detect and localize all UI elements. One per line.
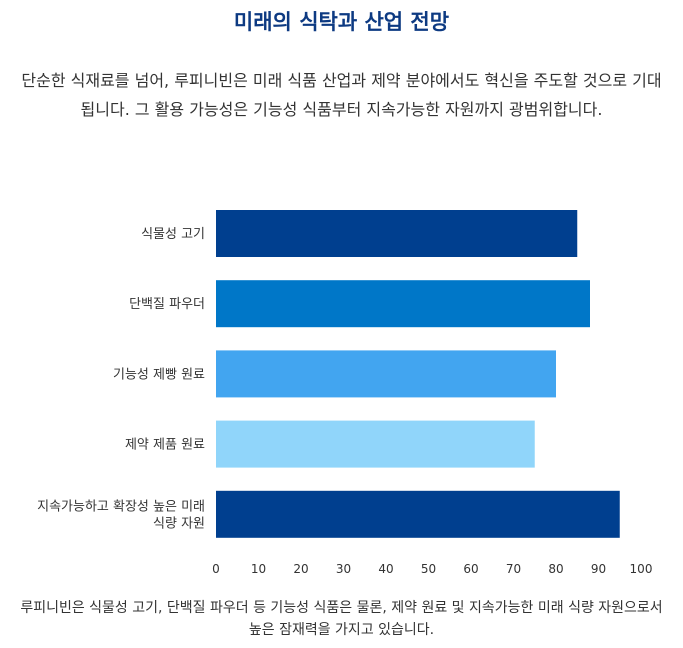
page-title: 미래의 식탁과 산업 전망 — [233, 10, 450, 34]
x-tick-label-30: 30 — [336, 562, 351, 576]
x-tick-label-70: 70 — [506, 562, 521, 576]
intro-paragraph: 단순한 식재료를 넘어, 루피니빈은 미래 식품 산업과 제약 분야에서도 혁신… — [21, 71, 662, 119]
bar-2 — [216, 280, 590, 328]
x-tick-label-10: 10 — [251, 562, 266, 576]
category-label-3: 기능성 제빵 원료 — [113, 367, 205, 382]
x-axis-ticks: 0 10 20 30 40 50 60 70 80 90 100 — [212, 562, 652, 576]
category-label-4: 제약 제품 원료 — [125, 438, 205, 453]
chart-caption: 루피니빈은 식물성 고기, 단백질 파우더 등 기능성 식품은 물론, 제약 원… — [20, 600, 663, 638]
bars-group — [216, 210, 620, 538]
x-tick-label-90: 90 — [591, 562, 606, 576]
x-tick-label-60: 60 — [463, 562, 478, 576]
bar-4 — [216, 420, 535, 468]
x-tick-label-80: 80 — [548, 562, 563, 576]
bar-3 — [216, 350, 556, 398]
category-label-1: 식물성 고기 — [141, 227, 205, 242]
bar-5 — [216, 490, 620, 538]
x-tick-label-50: 50 — [421, 562, 436, 576]
x-tick-label-40: 40 — [378, 562, 393, 576]
category-label-5: 지속가능하고 확장성 높은 미래 식량 자원 — [37, 499, 205, 531]
x-tick-label-100: 100 — [630, 562, 653, 576]
category-label-2: 단백질 파우더 — [129, 297, 205, 312]
x-tick-label-0: 0 — [212, 562, 220, 576]
bar-1 — [216, 210, 578, 257]
x-tick-label-20: 20 — [293, 562, 308, 576]
